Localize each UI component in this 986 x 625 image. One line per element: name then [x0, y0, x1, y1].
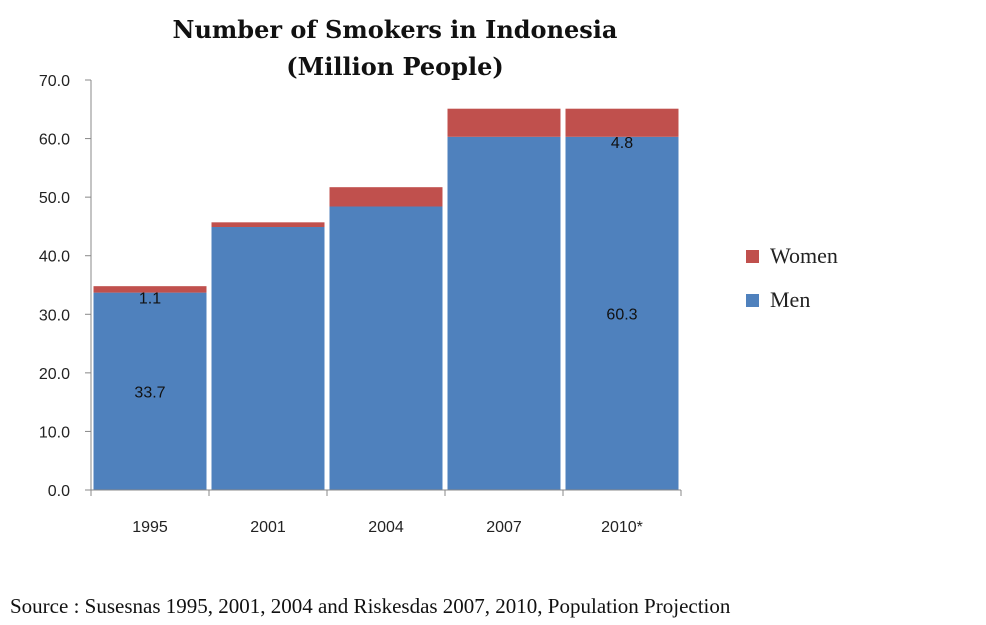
x-tick-label: 2004: [368, 519, 404, 536]
x-tick-label: 2010*: [601, 519, 643, 536]
bar-men: [211, 227, 325, 490]
bar-women: [211, 222, 325, 228]
y-tick-label: 40.0: [39, 249, 70, 266]
legend: Women Men: [746, 243, 838, 312]
y-tick-label: 60.0: [39, 132, 70, 149]
x-axis: 1995 2001 2004 2007 2010*: [90, 489, 682, 536]
bar-women: [93, 286, 207, 293]
bars: [93, 108, 679, 491]
bar-men: [329, 206, 443, 490]
bar-men: [565, 136, 679, 491]
bar-women: [565, 108, 679, 137]
x-tick-label: 1995: [132, 519, 168, 536]
data-label: 33.7: [134, 384, 165, 401]
bar-men: [93, 292, 207, 490]
x-tick-label: 2001: [250, 519, 286, 536]
legend-swatch-men: [746, 294, 759, 307]
bar-men: [447, 136, 561, 491]
y-axis: 0.0 10.0 20.0 30.0 40.0 50.0 60.0 70.0: [39, 73, 92, 500]
y-tick-label: 30.0: [39, 307, 70, 324]
legend-label-women: Women: [770, 243, 838, 268]
y-tick-label: 70.0: [39, 73, 70, 90]
y-tick-label: 20.0: [39, 366, 70, 383]
data-label: 1.1: [139, 291, 161, 308]
source-note: Source : Susesnas 1995, 2001, 2004 and R…: [10, 594, 731, 618]
x-tick-label: 2007: [486, 519, 522, 536]
bar-women: [329, 187, 443, 207]
bar-women: [447, 108, 561, 137]
legend-swatch-women: [746, 250, 759, 263]
data-labels: 1.1 33.7 4.8 60.3: [134, 135, 637, 401]
chart-title-line-1: Number of Smokers in Indonesia: [173, 15, 618, 44]
data-label: 60.3: [606, 306, 637, 323]
chart-title-line-2: (Million People): [286, 52, 503, 81]
y-tick-label: 0.0: [48, 483, 70, 500]
y-tick-label: 10.0: [39, 424, 70, 441]
legend-label-men: Men: [770, 287, 810, 312]
y-tick-label: 50.0: [39, 190, 70, 207]
data-label: 4.8: [611, 135, 633, 152]
